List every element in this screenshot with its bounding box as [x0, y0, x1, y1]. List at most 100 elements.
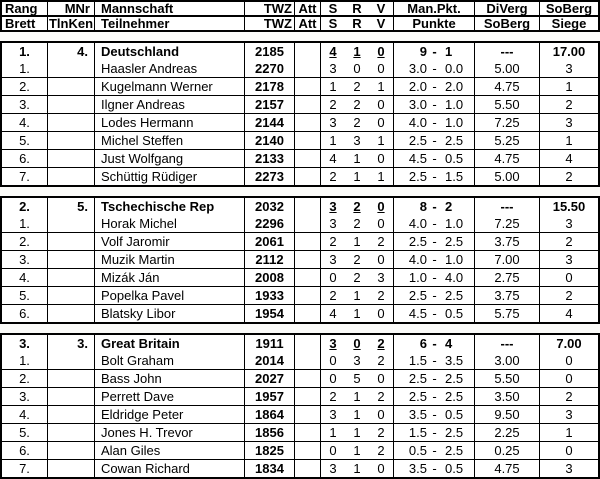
player-draws: 2	[353, 97, 361, 112]
player-points: 3.0 - 0.0	[394, 60, 475, 77]
player-name: Eldridge Peter	[95, 406, 245, 423]
player-points: 3.0 - 1.0	[394, 96, 475, 113]
player-board: 2.	[2, 370, 48, 387]
player-name: Bass John	[95, 370, 245, 387]
player-row: 6. Just Wolfgang 2133 4 1 0 4.5 - 0.5 4.…	[2, 149, 598, 167]
player-points: 2.5 - 1.5	[394, 168, 475, 185]
player-wins: 2	[329, 97, 337, 112]
player-srv: 3 2 0	[321, 114, 394, 131]
player-points-against: 1.0	[445, 216, 464, 231]
player-soberg: 2.25	[475, 424, 540, 441]
player-soberg: 2.75	[475, 269, 540, 286]
team-soberg: 7.00	[556, 336, 582, 351]
team-points: 8 - 2	[394, 198, 475, 215]
team-row: 1. 4. Deutschland 2185 4 1 0 9 - 1 --- 1…	[2, 43, 598, 60]
player-row: 7. Cowan Richard 1834 3 1 0 3.5 - 0.5 4.…	[2, 459, 598, 477]
player-tlnken	[48, 114, 95, 131]
player-losses: 2	[377, 425, 385, 440]
header-tlnken: TlnKen	[48, 17, 95, 30]
player-points: 2.5 - 2.5	[394, 370, 475, 387]
player-points-sep: -	[432, 288, 437, 303]
player-tlnken	[48, 132, 95, 149]
player-wins: 1	[329, 425, 337, 440]
header-r: R	[352, 2, 362, 15]
team-points: 6 - 4	[394, 335, 475, 352]
player-points-against: 2.5	[445, 389, 464, 404]
player-siege: 1	[565, 425, 573, 440]
team-rank: 1.	[2, 43, 48, 60]
team-losses: 0	[377, 199, 385, 214]
player-att	[295, 233, 321, 250]
player-row: 1. Bolt Graham 2014 0 3 2 1.5 - 3.5 3.00…	[2, 352, 598, 369]
team-block: 1. 4. Deutschland 2185 4 1 0 9 - 1 --- 1…	[0, 41, 600, 187]
player-soberg: 7.25	[475, 114, 540, 131]
team-att	[295, 335, 321, 352]
player-points: 2.5 - 2.5	[394, 132, 475, 149]
player-siege: 0	[565, 371, 573, 386]
player-points-for: 2.5	[408, 234, 427, 249]
player-name: Volf Jaromir	[95, 233, 245, 250]
player-name: Horak Michel	[95, 215, 245, 232]
player-points-against: 2.5	[445, 425, 464, 440]
player-points: 1.5 - 2.5	[394, 424, 475, 441]
player-srv: 3 2 0	[321, 215, 394, 232]
player-siege: 1	[565, 133, 573, 148]
player-wins: 2	[329, 389, 337, 404]
player-twz: 2061	[245, 233, 295, 250]
player-soberg: 7.00	[475, 251, 540, 268]
player-name: Michel Steffen	[95, 132, 245, 149]
player-name: Cowan Richard	[95, 460, 245, 477]
player-wins: 0	[329, 443, 337, 458]
player-rows: 1. Horak Michel 2296 3 2 0 4.0 - 1.0 7.2…	[2, 215, 598, 322]
team-att	[295, 43, 321, 60]
player-points: 3.5 - 0.5	[394, 460, 475, 477]
player-tlnken	[48, 442, 95, 459]
player-points-sep: -	[432, 97, 437, 112]
player-row: 5. Jones H. Trevor 1856 1 1 2 1.5 - 2.5 …	[2, 423, 598, 441]
player-att	[295, 168, 321, 185]
player-srv: 1 2 1	[321, 78, 394, 95]
player-losses: 0	[377, 115, 385, 130]
player-row: 1. Haasler Andreas 2270 3 0 0 3.0 - 0.0 …	[2, 60, 598, 77]
player-points-for: 2.5	[408, 389, 427, 404]
player-points-against: 1.0	[445, 252, 464, 267]
player-points: 0.5 - 2.5	[394, 442, 475, 459]
player-soberg: 5.25	[475, 132, 540, 149]
player-points-against: 2.5	[445, 288, 464, 303]
player-row: 2. Bass John 2027 0 5 0 2.5 - 2.5 5.50 0	[2, 369, 598, 387]
player-siege: 3	[565, 407, 573, 422]
player-board: 7.	[2, 460, 48, 477]
header-soberg-2: SoBerg	[475, 17, 540, 30]
player-row: 5. Popelka Pavel 1933 2 1 2 2.5 - 2.5 3.…	[2, 286, 598, 304]
team-diverg: ---	[475, 335, 540, 352]
header-twz: TWZ	[245, 2, 295, 15]
player-siege: 0	[565, 443, 573, 458]
player-tlnken	[48, 424, 95, 441]
header-att-2: Att	[295, 17, 321, 30]
header-row-player-level: Brett TlnKen Teilnehmer TWZ Att S R V Pu…	[2, 15, 598, 30]
player-draws: 2	[353, 270, 361, 285]
player-points-sep: -	[432, 169, 437, 184]
player-att	[295, 287, 321, 304]
player-points: 2.5 - 2.5	[394, 388, 475, 405]
player-tlnken	[48, 370, 95, 387]
player-draws: 1	[353, 169, 361, 184]
player-srv: 2 1 2	[321, 287, 394, 304]
player-wins: 3	[329, 407, 337, 422]
player-soberg: 5.50	[475, 96, 540, 113]
player-tlnken	[48, 96, 95, 113]
player-name: Haasler Andreas	[95, 60, 245, 77]
player-rows: 1. Haasler Andreas 2270 3 0 0 3.0 - 0.0 …	[2, 60, 598, 185]
player-siege: 3	[565, 252, 573, 267]
player-siege: 3	[565, 115, 573, 130]
player-siege: 1	[565, 79, 573, 94]
player-losses: 1	[377, 169, 385, 184]
player-board: 6.	[2, 442, 48, 459]
team-draws: 0	[353, 336, 361, 351]
player-row: 1. Horak Michel 2296 3 2 0 4.0 - 1.0 7.2…	[2, 215, 598, 232]
player-siege: 3	[565, 61, 573, 76]
player-soberg: 4.75	[475, 78, 540, 95]
player-board: 6.	[2, 150, 48, 167]
player-row: 4. Lodes Hermann 2144 3 2 0 4.0 - 1.0 7.…	[2, 113, 598, 131]
player-points-sep: -	[432, 407, 437, 422]
